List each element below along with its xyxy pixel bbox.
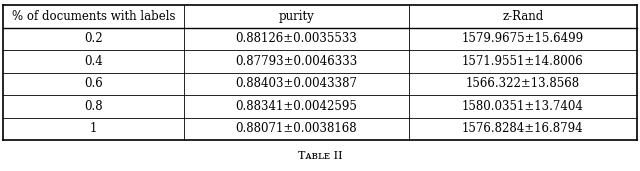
Text: z-Rand: z-Rand [502, 10, 543, 23]
Text: 1566.322±13.8568: 1566.322±13.8568 [466, 77, 580, 90]
Text: purity: purity [278, 10, 314, 23]
Text: Tᴀʙʟᴇ II: Tᴀʙʟᴇ II [298, 151, 342, 161]
Text: 0.87793±0.0046333: 0.87793±0.0046333 [235, 55, 357, 68]
Text: 0.4: 0.4 [84, 55, 103, 68]
Text: 0.6: 0.6 [84, 77, 103, 90]
Text: 1580.0351±13.7404: 1580.0351±13.7404 [462, 100, 584, 113]
Text: % of documents with labels: % of documents with labels [12, 10, 175, 23]
Text: 0.88071±0.0038168: 0.88071±0.0038168 [236, 122, 357, 135]
Text: 0.8: 0.8 [84, 100, 103, 113]
Text: 1571.9551±14.8006: 1571.9551±14.8006 [462, 55, 584, 68]
Text: 1579.9675±15.6499: 1579.9675±15.6499 [461, 32, 584, 45]
Text: 0.88341±0.0042595: 0.88341±0.0042595 [236, 100, 357, 113]
Text: 1: 1 [90, 122, 97, 135]
Text: 1576.8284±16.8794: 1576.8284±16.8794 [462, 122, 584, 135]
Text: 0.2: 0.2 [84, 32, 103, 45]
Text: 0.88126±0.0035533: 0.88126±0.0035533 [236, 32, 357, 45]
Text: 0.88403±0.0043387: 0.88403±0.0043387 [236, 77, 357, 90]
